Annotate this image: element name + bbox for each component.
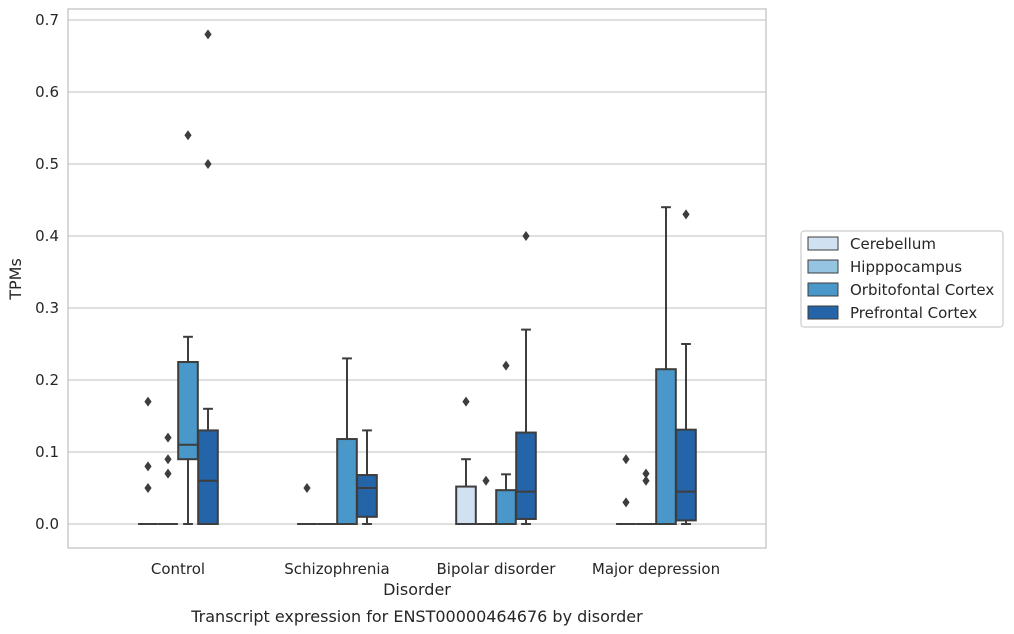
- y-tick-label: 0.4: [35, 227, 59, 245]
- y-tick-label: 0.1: [35, 443, 59, 461]
- y-tick-label: 0.7: [35, 11, 59, 29]
- outlier-point: [502, 360, 510, 371]
- box-orbitofontal-cortex: [655, 206, 677, 526]
- iqr-box: [455, 485, 477, 525]
- box-prefrontal-cortex: [675, 209, 697, 525]
- outlier-point: [522, 231, 530, 241]
- legend-label: Hipppocampus: [850, 258, 962, 276]
- outlier-point: [164, 454, 172, 465]
- box-cerebellum: [297, 483, 317, 525]
- box-orbitofontal-cortex: [177, 130, 199, 525]
- legend-swatch: [807, 305, 839, 320]
- y-tick-label: 0.0: [35, 515, 59, 533]
- box-prefrontal-cortex: [356, 429, 378, 525]
- iqr-box: [197, 429, 219, 525]
- x-tick-label: Bipolar disorder: [437, 560, 557, 578]
- box-cerebellum: [455, 396, 477, 525]
- x-axis-title: Disorder: [383, 580, 451, 599]
- legend-swatch: [807, 236, 839, 251]
- legend-swatch: [807, 259, 839, 274]
- outlier-point: [144, 461, 152, 472]
- box-hipppocampus: [476, 475, 496, 525]
- outlier-point: [144, 396, 152, 407]
- boxes: [138, 29, 697, 526]
- legend-frame: [800, 230, 1004, 328]
- box-orbitofontal-cortex: [495, 360, 517, 526]
- outlier-point: [482, 475, 490, 486]
- box-hipppocampus: [158, 432, 178, 525]
- outlier-point: [204, 29, 212, 40]
- box-hipppocampus: [636, 468, 656, 525]
- box-orbitofontal-cortex: [336, 357, 358, 526]
- iqr-box: [177, 361, 199, 461]
- outlier-point: [184, 130, 192, 141]
- legend-label: Prefrontal Cortex: [850, 304, 977, 322]
- outlier-point: [642, 468, 650, 479]
- x-tick-label: Schizophrenia: [284, 560, 389, 578]
- outlier-point: [642, 475, 650, 486]
- y-tick-label: 0.5: [35, 155, 59, 173]
- y-axis-title: TPMs: [6, 258, 25, 301]
- box-prefrontal-cortex: [515, 231, 537, 525]
- outlier-point: [622, 454, 630, 465]
- box-cerebellum: [616, 454, 636, 525]
- legend-label: Orbitofontal Cortex: [850, 281, 994, 299]
- outlier-point: [303, 483, 311, 493]
- iqr-box: [336, 438, 358, 526]
- iqr-box: [675, 428, 697, 522]
- iqr-box: [655, 368, 677, 526]
- box-prefrontal-cortex: [197, 29, 219, 525]
- x-tick-label: Major depression: [592, 560, 720, 578]
- x-tick-label: Control: [151, 560, 205, 578]
- legend-label: Cerebellum: [850, 235, 936, 253]
- outlier-point: [144, 483, 152, 493]
- y-tick-labels: 0.0 0.1 0.2 0.3 0.4 0.5 0.6 0.7: [35, 11, 59, 533]
- outlier-point: [462, 396, 470, 407]
- iqr-box: [356, 474, 378, 518]
- x-tick-labels: Control Schizophrenia Bipolar disorder Majo…: [151, 560, 720, 578]
- plot-frame: [67, 8, 767, 549]
- iqr-box: [515, 431, 537, 520]
- y-tick-label: 0.6: [35, 83, 59, 101]
- outlier-point: [622, 497, 630, 508]
- outlier-point: [164, 432, 172, 443]
- outlier-point: [682, 209, 690, 220]
- iqr-box: [495, 489, 517, 526]
- outlier-point: [204, 159, 212, 169]
- legend-swatch: [807, 282, 839, 297]
- box-cerebellum: [138, 396, 158, 525]
- outlier-point: [164, 468, 172, 479]
- chart-caption: Transcript expression for ENST0000046467…: [190, 607, 643, 626]
- y-tick-label: 0.2: [35, 371, 59, 389]
- y-tick-label: 0.3: [35, 299, 59, 317]
- legend: Cerebellum Hipppocampus Orbitofontal Corte…: [800, 230, 1004, 328]
